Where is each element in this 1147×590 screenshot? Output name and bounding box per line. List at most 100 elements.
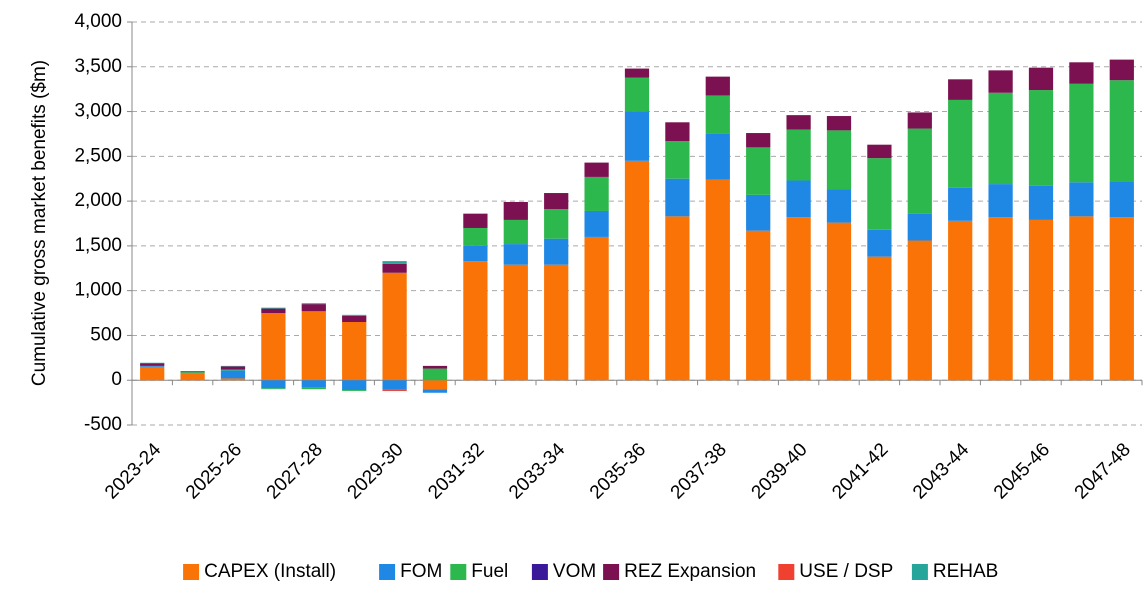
bar-segment (261, 307, 286, 309)
bar-segment (907, 112, 932, 129)
bar-segment (624, 68, 650, 78)
legend-label: VOM (553, 561, 596, 582)
bar-segment (220, 369, 246, 371)
bar-segment (503, 244, 528, 265)
bar-segment (422, 380, 448, 390)
bar-segment (382, 261, 407, 264)
bar-segment (584, 210, 609, 237)
y-tick-label: 500 (90, 324, 122, 345)
bar-segment (1109, 181, 1134, 218)
bar-segment (1069, 216, 1094, 381)
bar-segment (180, 373, 205, 381)
bar-segment (948, 79, 973, 100)
bar-segment (705, 133, 730, 180)
bar-segment (261, 388, 286, 390)
x-tick-label: 2041-42 (828, 439, 892, 503)
bar-segment (786, 115, 811, 130)
bar-segment (382, 389, 407, 391)
bar-segment (463, 245, 488, 262)
bar-segment (1109, 80, 1134, 182)
bar-segment (463, 227, 488, 246)
bar-segment (220, 366, 246, 370)
bar-segment (907, 240, 932, 381)
x-tick-label: 2023-24 (101, 439, 165, 503)
bar-segment (422, 368, 448, 381)
bar-segment (948, 220, 973, 381)
bar-segment (624, 77, 650, 112)
bar-segment (786, 217, 811, 381)
bar-segment (867, 256, 892, 381)
bar-segment (665, 122, 690, 142)
legend-label: FOM (400, 561, 442, 582)
bar-segment (544, 193, 569, 210)
bar-segment (140, 366, 165, 381)
x-tick-label: 2037-38 (667, 439, 731, 503)
bar-segment (342, 315, 367, 323)
bar-segment (948, 187, 973, 221)
legend-label: REHAB (933, 561, 998, 582)
bar-segment (867, 158, 892, 230)
bar-segment (826, 189, 852, 223)
y-tick-label: 4,000 (74, 11, 122, 32)
bar-segment (584, 162, 609, 177)
bar-segment (705, 95, 730, 134)
x-tick-label: 2027-28 (263, 439, 327, 503)
bar-segment (1109, 59, 1134, 81)
bar-segment (826, 222, 852, 381)
bar-segment (342, 380, 367, 391)
y-tick-label: 1,500 (74, 235, 122, 256)
bar-segment (1028, 90, 1054, 186)
bar-segment (180, 371, 205, 373)
bar-segment (786, 180, 811, 218)
bar-segment (1069, 62, 1094, 84)
bar-segment (220, 370, 246, 379)
bar-segment (544, 209, 569, 239)
bar-segment (988, 184, 1013, 218)
bar-segment (786, 129, 811, 181)
x-tick-label: 2025-26 (182, 439, 246, 503)
bar-segment (503, 219, 528, 245)
bar-segment (705, 76, 730, 96)
bar-segment (584, 236, 609, 381)
bar-segment (826, 130, 852, 190)
x-tick-label: 2047-48 (1071, 439, 1135, 503)
bar-segment (948, 99, 973, 188)
y-axis-label: Cumulative gross market benefits ($m) (29, 60, 50, 386)
x-tick-label: 2035-36 (586, 439, 650, 503)
bar-segment (1028, 67, 1054, 91)
bar-segment (463, 213, 488, 228)
bar-segment (746, 133, 771, 148)
bar-segment (544, 238, 569, 265)
bar-segment (867, 229, 892, 257)
bar-segment (261, 380, 286, 389)
legend-swatch (603, 564, 620, 580)
bar-segment (301, 303, 326, 305)
legend-swatch (531, 564, 548, 580)
bar-segment (746, 230, 771, 381)
bar-segment (261, 313, 286, 381)
bar-segment (422, 365, 448, 369)
x-tick-label: 2043-44 (909, 439, 973, 503)
bar-segment (261, 308, 286, 314)
bar-segment (503, 202, 528, 220)
bar-segment (342, 314, 367, 316)
legend-swatch (911, 564, 928, 580)
bar-segment (342, 390, 367, 391)
bar-segment (867, 144, 892, 159)
x-tick-label: 2031-32 (424, 439, 488, 503)
bar-segment (180, 372, 205, 374)
legend-label: REZ Expansion (624, 561, 756, 582)
x-tick-label: 2045-46 (990, 439, 1054, 503)
x-tick-label: 2039-40 (748, 439, 812, 503)
legend-swatch (379, 564, 396, 580)
bar-segment (746, 194, 771, 231)
bar-segment (988, 70, 1013, 93)
bar-segment (665, 178, 690, 217)
bar-segment (301, 311, 326, 381)
bar-segment (382, 380, 407, 390)
bar-segment (301, 380, 326, 388)
y-tick-label: 3,000 (74, 101, 122, 122)
legend-label: Fuel (471, 561, 508, 582)
legend-label: USE / DSP (799, 561, 893, 582)
bar-segment (1069, 83, 1094, 183)
